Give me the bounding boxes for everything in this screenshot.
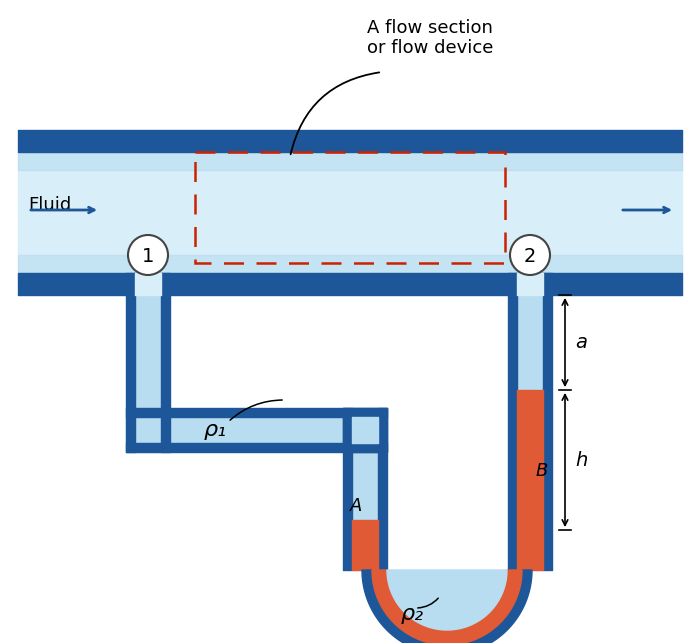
Text: ρ₁: ρ₁ [204, 420, 227, 440]
Text: h: h [575, 451, 587, 469]
Text: ρ₂: ρ₂ [400, 604, 424, 624]
Text: a: a [575, 333, 587, 352]
Circle shape [510, 235, 550, 275]
Text: A flow section
or flow device: A flow section or flow device [367, 19, 494, 57]
Text: A: A [349, 497, 362, 515]
Text: 1: 1 [142, 246, 154, 266]
Text: 2: 2 [524, 246, 536, 266]
Polygon shape [362, 570, 532, 643]
Text: B: B [536, 462, 548, 480]
Polygon shape [372, 570, 522, 643]
Circle shape [128, 235, 168, 275]
Bar [195, 152, 505, 263]
Text: Fluid: Fluid [28, 196, 71, 214]
Polygon shape [387, 570, 507, 630]
